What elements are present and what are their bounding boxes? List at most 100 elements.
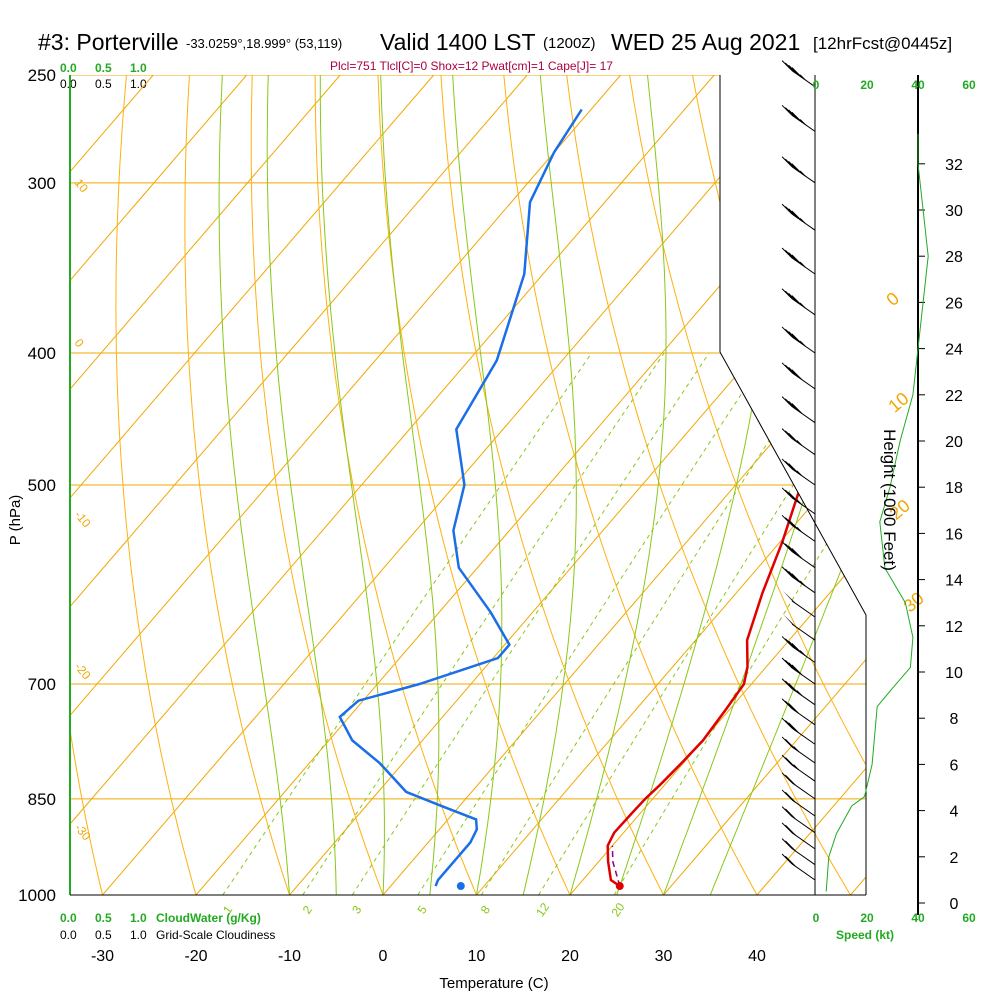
barb-flag	[781, 636, 793, 647]
barb-pennant	[783, 614, 797, 628]
barb-flag	[791, 67, 803, 78]
barb-half-flag	[793, 764, 799, 771]
wind-barb	[781, 754, 816, 782]
barb-flag	[784, 638, 796, 650]
temperature-tick-label: -30	[91, 948, 114, 965]
height-tick-label: 0	[950, 896, 959, 913]
isobar-lines	[70, 75, 866, 895]
top-cloudiness-scale: 0.0 0.5 1.0	[60, 77, 147, 91]
wind-barb	[781, 428, 816, 456]
isotherm	[850, 75, 866, 895]
barb-flag	[784, 158, 796, 170]
dewpoint-trace	[338, 108, 583, 887]
top-cl-tick: 0.0	[60, 77, 77, 91]
barb-flag	[791, 369, 803, 381]
barb-flag	[781, 514, 793, 526]
temperature-tick-label: 30	[655, 948, 673, 965]
barb-half-flag	[799, 302, 806, 309]
adiabat-label: -20	[72, 660, 94, 683]
valid-date: WED 25 Aug 2021	[611, 29, 800, 55]
top-cl-tick: 0.5	[95, 77, 112, 91]
dry-adiabat	[501, 75, 774, 895]
wind-barb	[781, 104, 816, 132]
dry-adiabat	[115, 75, 205, 895]
barb-flag	[788, 293, 799, 304]
barb-staff	[791, 667, 816, 685]
moist-adiabat	[266, 75, 337, 895]
wind-barb	[781, 806, 816, 834]
mixing-ratio-label: 20	[608, 900, 627, 919]
height-tick-label: 4	[950, 804, 959, 821]
bottom-cw-tick: 0.0	[60, 911, 77, 925]
mixing-ratio-label: 12	[533, 900, 552, 919]
barb-flag	[788, 492, 799, 503]
mixing-ratio-line	[417, 352, 769, 895]
barb-flag	[784, 824, 796, 836]
station-title: #3: Porterville	[38, 29, 179, 55]
moist-adiabat	[380, 75, 440, 895]
surface-temperature-marker	[615, 882, 624, 891]
barb-flag	[791, 642, 803, 654]
sounding-indices: Plcl=751 Tlcl[C]=0 Shox=12 Pwat[cm]=1 Ca…	[330, 59, 613, 73]
temperature-trace	[606, 86, 866, 888]
barb-flag	[781, 288, 793, 300]
isotherm	[70, 75, 435, 895]
barb-flag	[784, 659, 796, 671]
barb-half-flag	[796, 526, 803, 533]
y-axis-title: P (hPa)	[7, 495, 24, 546]
mixing-ratio-line	[351, 352, 710, 895]
barb-flag	[781, 104, 793, 116]
mixing-ratio-label: 2	[300, 903, 315, 917]
wind-barb	[781, 60, 816, 88]
barb-staff	[791, 438, 816, 456]
wind-barb	[781, 541, 816, 569]
barb-flag	[788, 331, 799, 342]
pressure-tick-label: 1000	[18, 886, 56, 905]
barb-flag	[788, 545, 799, 557]
height-tick-label: 30	[945, 203, 963, 220]
isotherm	[70, 75, 528, 895]
barb-staff	[791, 497, 816, 515]
barb-flag	[791, 333, 803, 345]
barb-flag	[781, 789, 793, 801]
barb-flag	[788, 161, 799, 172]
barb-flag	[791, 403, 803, 414]
barb-flag	[784, 774, 796, 786]
barb-half-flag	[799, 119, 806, 125]
isotherm	[70, 75, 248, 895]
speed-axis-bottom: 0 20 40 60 Speed (kt)	[813, 911, 976, 942]
dry-adiabat	[314, 75, 490, 895]
mixing-ratio-line	[222, 352, 593, 895]
barb-staff	[791, 406, 816, 424]
wind-barb	[781, 156, 816, 184]
barb-staff	[791, 600, 816, 618]
moist-adiabat	[452, 75, 503, 895]
adiabat-label: -10	[72, 508, 94, 531]
isotherm-label: 0	[882, 288, 903, 310]
wind-barb	[781, 678, 816, 706]
barb-flag	[788, 463, 799, 474]
speed-tick: 60	[962, 911, 976, 925]
barb-staff	[791, 372, 816, 390]
barb-staff	[791, 782, 816, 800]
bottom-cl-tick: 1.0	[130, 928, 147, 942]
height-tick-label: 10	[945, 665, 963, 682]
parcel-trace	[611, 845, 621, 887]
barb-flag	[781, 541, 793, 552]
barb-flag	[788, 722, 799, 734]
wind-barb	[781, 636, 816, 663]
wind-barb	[781, 247, 816, 275]
barb-flag	[788, 432, 799, 444]
barb-flag	[784, 680, 796, 692]
barb-flag	[781, 822, 793, 834]
height-tick-label: 32	[945, 157, 963, 174]
forecast-info: [12hrFcst@0445z]	[813, 34, 952, 53]
barb-flag	[784, 808, 796, 820]
top-cw-tick: 0.5	[95, 61, 112, 75]
height-tick-label: 28	[945, 249, 963, 266]
barb-flag	[784, 290, 796, 302]
temperature-tick-label: 0	[379, 948, 388, 965]
top-cloudwater-scale: 0.0 0.5 1.0	[60, 61, 147, 75]
